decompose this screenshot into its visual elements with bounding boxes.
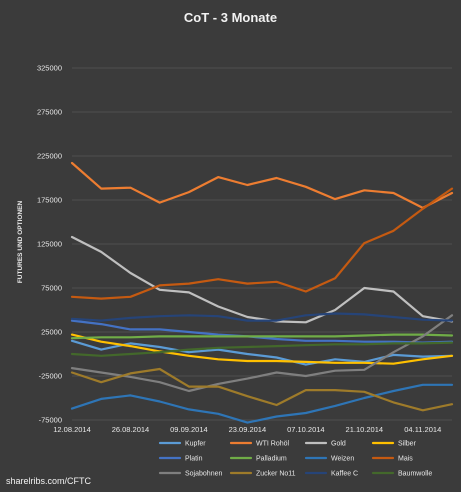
series-line-sojabohnen — [70, 314, 454, 393]
y-tick-label: 275000 — [37, 108, 62, 117]
x-tick-label: 04.11.2014 — [404, 425, 441, 434]
legend-label: Silber — [398, 441, 417, 448]
legend-label: Mais — [398, 456, 413, 463]
series-line-baumwolle — [70, 341, 454, 357]
legend-item: Sojabohnen — [158, 471, 222, 478]
series-line-silber — [70, 333, 454, 365]
legend-item: Baumwolle — [371, 471, 432, 478]
source-credit: sharelribs.com/CFTC — [6, 476, 92, 486]
series-line-wti-roh-l — [70, 161, 454, 209]
series-line-mais — [70, 187, 454, 300]
legend-item: Kupfer — [158, 441, 206, 448]
legend-item: Platin — [158, 456, 203, 463]
y-tick-label: 325000 — [37, 64, 62, 73]
legend-label: Weizen — [331, 456, 354, 463]
chart-title: CoT - 3 Monate — [184, 10, 277, 25]
y-tick-label: 125000 — [37, 240, 62, 249]
legend-item: Mais — [371, 456, 413, 463]
legend-item: Gold — [304, 441, 346, 448]
x-tick-label: 09.09.2014 — [170, 425, 208, 434]
series-line-zucker-no11 — [70, 367, 454, 412]
y-axis-ticks: 325000 275000 225000 175000 125000 75000 25000… — [37, 64, 62, 425]
legend-label: WTI Rohöl — [256, 441, 290, 448]
legend-label: Platin — [185, 456, 203, 463]
legend-label: Kupfer — [185, 441, 206, 448]
legend-label: Baumwolle — [398, 471, 432, 478]
legend-label: Gold — [331, 441, 346, 448]
grid-lines — [72, 67, 452, 421]
series-line-platin — [70, 319, 454, 344]
legend-item: Palladium — [229, 456, 287, 463]
legend-label: Sojabohnen — [185, 471, 222, 478]
y-tick-label: -25000 — [39, 372, 62, 381]
y-tick-label: 175000 — [37, 196, 62, 205]
x-tick-label: 23.09.2014 — [229, 425, 267, 434]
x-tick-label: 26.08.2014 — [112, 425, 150, 434]
y-tick-label: 225000 — [37, 152, 62, 161]
y-tick-label: 75000 — [41, 284, 62, 293]
series-line-gold — [70, 235, 454, 324]
x-tick-label: 12.08.2014 — [53, 425, 91, 434]
x-tick-label: 21.10.2014 — [346, 425, 384, 434]
series-line-weizen — [70, 383, 454, 424]
legend: Kupfer WTI Rohöl Gold Silber Platin Palladium… — [158, 441, 432, 478]
y-tick-label: -75000 — [39, 416, 62, 425]
y-tick-label: 25000 — [41, 328, 62, 337]
y-axis-label: FUTURES UND OPTIONEN — [17, 201, 24, 284]
x-tick-label: 07.10.2014 — [287, 425, 325, 434]
series-line-palladium — [70, 333, 454, 340]
series-lines — [70, 161, 454, 424]
legend-item: Silber — [371, 441, 417, 448]
legend-item: Zucker No11 — [229, 471, 296, 478]
series-line-kaffee-c — [70, 312, 454, 322]
x-axis-ticks: 12.08.2014 26.08.2014 09.09.2014 23.09.2014… — [53, 425, 441, 434]
legend-label: Kaffee C — [331, 471, 358, 478]
legend-item: WTI Rohöl — [229, 441, 290, 448]
legend-item: Weizen — [304, 456, 354, 463]
legend-item: Kaffee C — [304, 471, 358, 478]
legend-label: Zucker No11 — [256, 471, 296, 478]
legend-label: Palladium — [256, 456, 287, 463]
